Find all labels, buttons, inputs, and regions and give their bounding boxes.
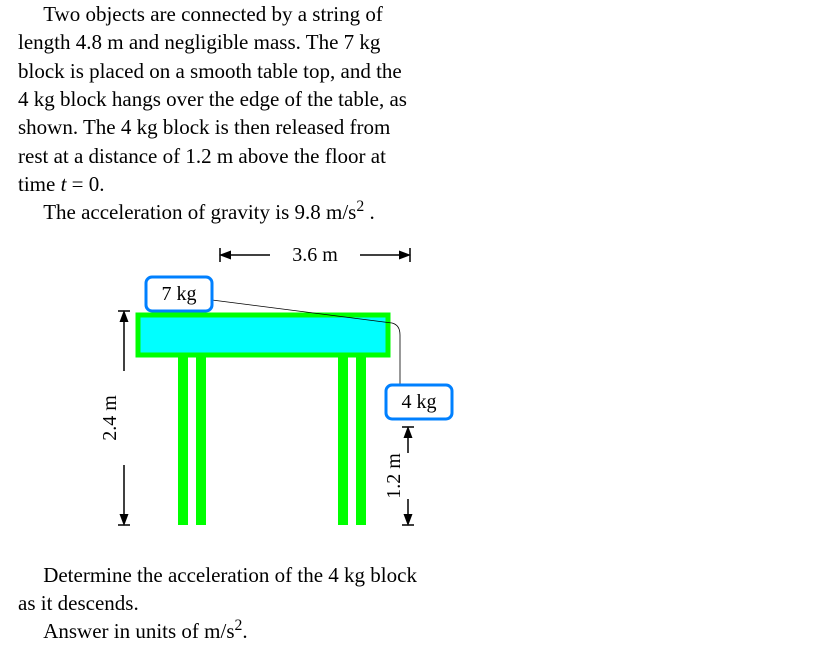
text: 4 kg block hangs over the edge of the ta… [18,87,407,111]
diagram-svg: 7 kg 4 kg 3.6 m 2.4 m 1.2 m [38,235,508,555]
text: . [364,200,375,224]
svg-text:3.6 m: 3.6 m [292,244,338,266]
text: Answer in units of m/s [43,619,234,643]
para-4: Answer in units of m/s2. [18,617,478,645]
text: rest at a distance of 1.2 m above the fl… [18,144,386,168]
svg-text:1.2 m: 1.2 m [383,453,405,499]
text: Determine the acceleration of the 4 kg b… [43,563,417,587]
text: shown. The 4 kg block is then released f… [18,115,390,139]
text: The acceleration of gravity is 9.8 m/s [43,200,356,224]
para-3: Determine the acceleration of the 4 kg b… [18,561,478,618]
svg-text:4 kg: 4 kg [402,391,437,413]
text: = 0. [66,172,104,196]
svg-text:2.4 m: 2.4 m [99,395,121,441]
text: length 4.8 m and negligible mass. The 7 … [18,30,380,54]
text: block is placed on a smooth table top, a… [18,59,402,83]
para-2: The acceleration of gravity is 9.8 m/s2 … [18,198,478,226]
physics-diagram: 7 kg 4 kg 3.6 m 2.4 m 1.2 m [38,235,538,555]
question-text: Determine the acceleration of the 4 kg b… [18,561,801,646]
text: as it descends. [18,591,139,615]
para-1: Two objects are connected by a string of… [18,0,478,198]
problem-statement: Two objects are connected by a string of… [18,0,801,227]
text: . [242,619,247,643]
svg-text:7 kg: 7 kg [162,283,197,305]
text: time [18,172,61,196]
text: Two objects are connected by a string of [43,2,383,26]
